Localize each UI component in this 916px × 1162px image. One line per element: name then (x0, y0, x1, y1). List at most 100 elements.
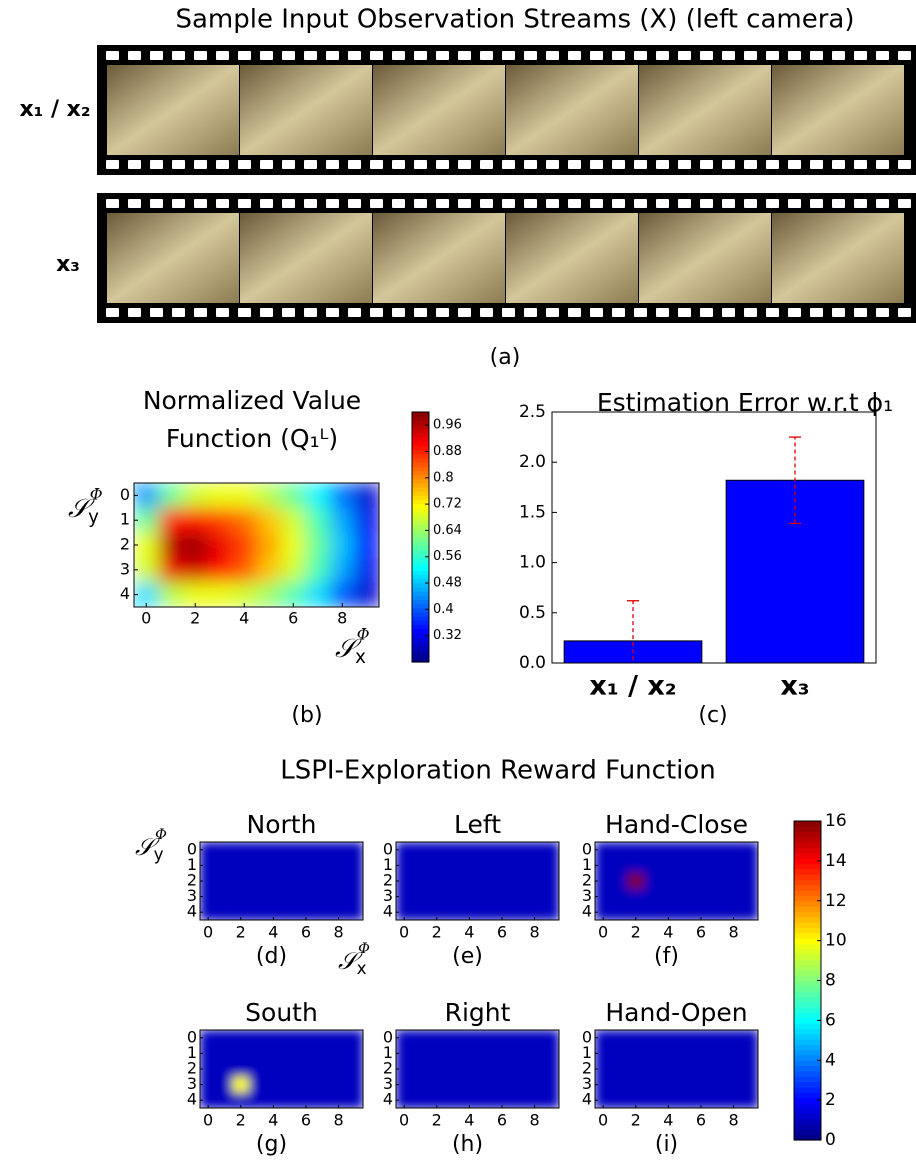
heatmap-cell (595, 873, 612, 890)
axes-frame (133, 482, 380, 608)
heatmap-cell (692, 904, 710, 920)
film-hole (216, 51, 229, 60)
film-hole (260, 308, 273, 317)
colorbar-band (794, 858, 821, 865)
colorbar-band (794, 900, 821, 907)
x-tick-label: 0 (598, 923, 608, 942)
colorbar-tick-label: 0.48 (433, 576, 462, 591)
film-hole (436, 160, 449, 169)
x-tick-label: 6 (696, 1111, 706, 1130)
heatmap-cell (692, 888, 710, 905)
film-hole (216, 308, 229, 317)
y-tick-label: 4 (187, 902, 197, 921)
y-tick-label: 2 (582, 1059, 592, 1078)
video-frame (373, 65, 505, 155)
colorbar-band (412, 412, 429, 417)
x-tick-label: 0 (598, 1111, 608, 1130)
colorbar-band (412, 562, 429, 567)
heatmap-cell (330, 857, 348, 874)
y-tick-label: 0 (582, 1027, 592, 1046)
film-hole (260, 160, 273, 169)
film-hole (766, 51, 779, 60)
heatmap-cell (396, 904, 413, 920)
film-hole (700, 308, 713, 317)
heatmap-cell (676, 1030, 694, 1047)
colorbar-band (794, 1023, 821, 1029)
film-hole (612, 308, 625, 317)
heatmap-cell (232, 557, 257, 583)
y-tick-label: 2 (187, 871, 197, 890)
colorbar-band (794, 948, 821, 955)
video-frame (506, 65, 638, 155)
heatmap-cell (346, 904, 363, 920)
heatmap-cell (232, 532, 257, 558)
y-tick-label: 2 (120, 535, 130, 554)
video-frame (373, 213, 505, 303)
colorbar-band (412, 612, 429, 617)
heatmap-cell (297, 1030, 315, 1047)
heatmap-cell (346, 1045, 363, 1062)
heatmap-clip (396, 842, 559, 920)
heatmap-cell (183, 532, 208, 558)
film-hole (436, 51, 449, 60)
heatmap-cell (461, 1045, 478, 1062)
heatmap-cell (297, 1061, 315, 1078)
heatmap-cell (526, 842, 544, 859)
colorbar-band (412, 591, 429, 596)
heatmap-cell (444, 1076, 462, 1093)
film-hole (678, 199, 691, 208)
film-hole (744, 199, 757, 208)
heatmap-clip (200, 842, 363, 920)
y-axis-label-sub: y (88, 507, 99, 528)
film-hole (656, 199, 669, 208)
heatmap-cell (216, 842, 234, 859)
film-hole (282, 51, 295, 60)
heatmap-cell (354, 557, 379, 583)
colorbar-band (412, 545, 429, 551)
film-hole (458, 199, 471, 208)
heatmap-cell (741, 904, 758, 920)
heatmap-cell (232, 842, 250, 859)
heatmap-cell (256, 532, 282, 558)
heatmap-cell (510, 842, 527, 859)
x-tick-label: 2 (631, 923, 641, 942)
film-hole (788, 160, 801, 169)
colorbar-band (412, 512, 429, 517)
heatmap-cell (232, 1076, 250, 1093)
heatmap-cell (542, 1030, 559, 1047)
colorbar-band (412, 566, 429, 571)
heatmap-cell (248, 904, 266, 920)
heatmap-cell (207, 532, 233, 558)
colorbar-band (412, 520, 429, 526)
heatmap-cell (595, 1045, 612, 1062)
heatmap-cell (216, 1061, 234, 1078)
heatmap-cell (709, 1076, 726, 1093)
video-frame (639, 65, 771, 155)
heatmap-cell (510, 1061, 527, 1078)
x-tick-label: 4 (268, 1111, 278, 1130)
heatmap-cell (314, 888, 331, 905)
film-hole (348, 199, 361, 208)
film-hole (832, 160, 845, 169)
film-hole (326, 308, 339, 317)
film-hole (348, 308, 361, 317)
heatmap-cell (281, 507, 306, 534)
heatmap-cell (493, 1030, 511, 1047)
heatmap-cell (477, 904, 495, 920)
heatmap-cell (477, 1076, 495, 1093)
heatmap-cell (314, 842, 331, 859)
film-hole (370, 199, 383, 208)
heatmap-cell (412, 888, 430, 905)
colorbar-band (412, 632, 429, 638)
heatmap-cell (643, 873, 661, 890)
heatmap-cell (493, 842, 511, 859)
heatmap-cell (725, 888, 743, 905)
film-hole (172, 160, 185, 169)
film-hole (656, 51, 669, 60)
colorbar-band (794, 847, 821, 854)
colorbar-band (794, 1108, 821, 1115)
colorbar-band (412, 445, 429, 451)
heatmap-cell (725, 857, 743, 874)
heatmap-cell (330, 1061, 348, 1078)
film-hole (744, 51, 757, 60)
